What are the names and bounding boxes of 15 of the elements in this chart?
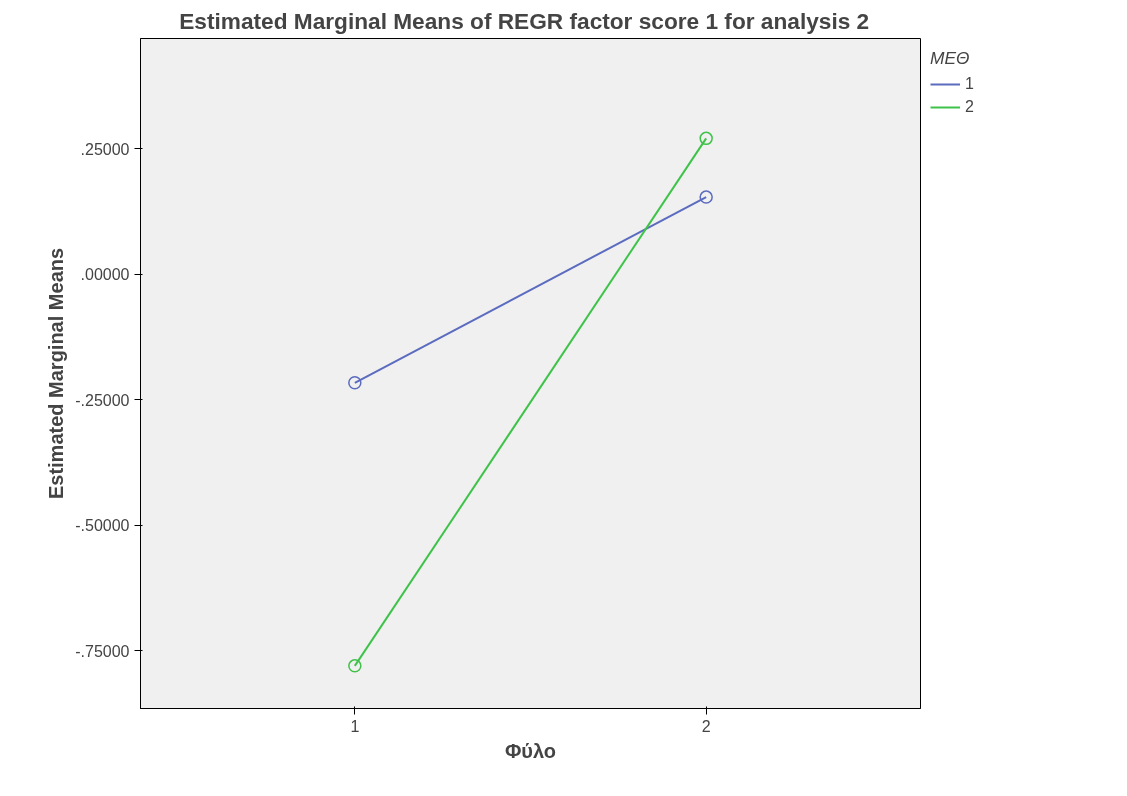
y-tick-label: .00000 [80, 266, 130, 284]
legend-title: ΜΕΘ [930, 48, 971, 69]
legend-label: 1 [965, 75, 975, 93]
y-axis-title: Estimated Marginal Means [45, 247, 68, 500]
x-axis-title: Φύλο [504, 739, 557, 762]
point [699, 190, 713, 204]
chart-title: Estimated Marginal Means of REGR factor score 1 for analysis 2 [179, 7, 870, 34]
y-tick-label: -.25000 [75, 391, 130, 409]
y-tick-label: -.75000 [75, 642, 130, 660]
point [348, 376, 362, 390]
y-tick-label: .25000 [80, 140, 130, 158]
point [348, 659, 362, 673]
legend-label: 2 [965, 98, 975, 116]
point [699, 131, 713, 146]
y-tick-label: -.50000 [75, 517, 130, 535]
